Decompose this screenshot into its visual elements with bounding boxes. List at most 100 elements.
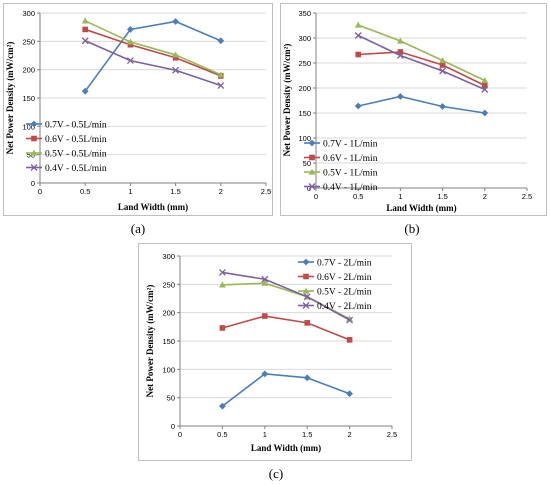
xtick-label-b-1: 0.5 (353, 192, 363, 201)
data-point-a-2-0 (81, 17, 89, 24)
xtick-label-c-5: 2.5 (387, 430, 397, 439)
legend-label-c-3: 0.4V - 2L/min (317, 302, 372, 312)
legend-marker-c-0 (302, 258, 310, 266)
ytick-label-b-1: 50 (303, 159, 311, 168)
legend-marker-c-1 (303, 273, 309, 280)
ytick-label-b-4: 200 (298, 84, 311, 93)
series-b-1 (355, 49, 488, 89)
data-point-b-0-1 (397, 93, 404, 100)
legend-marker-b-0 (308, 139, 316, 147)
ytick-label-c-5: 250 (162, 280, 175, 289)
legend-marker-a-2 (30, 149, 38, 156)
data-point-c-2-0 (219, 281, 226, 288)
ytick-label-c-1: 50 (167, 394, 175, 403)
xtick-label-b-5: 2.5 (522, 192, 532, 201)
x-axis-title-a: Land Width (mm) (118, 202, 188, 212)
xtick-label-a-2: 1 (128, 187, 132, 196)
data-point-b-3-0 (354, 32, 362, 39)
chart-frame-c (138, 243, 412, 461)
data-point-a-2-3 (217, 71, 225, 78)
ytick-label-b-5: 250 (298, 59, 311, 68)
ytick-label-c-6: 300 (162, 252, 175, 261)
x-axis-title-b: Land Width (mm) (386, 203, 456, 213)
series-b-3 (354, 32, 489, 93)
ytick-label-c-3: 150 (162, 337, 175, 346)
data-point-b-2-1 (397, 37, 404, 44)
data-point-b-1-2 (439, 62, 446, 68)
xtick-label-b-4: 2 (483, 192, 487, 201)
xtick-label-b-3: 1.5 (437, 192, 447, 201)
series-line-a-2 (84, 20, 222, 76)
ytick-label-a-0: 0 (31, 179, 35, 188)
legend-label-a-2: 0.5V - 0.5L/min (45, 150, 107, 160)
y-axis-title-a: Net Power Density (mW/cm²) (5, 42, 15, 155)
x-axis-title-c: Land Width (mm) (251, 443, 321, 453)
data-point-b-3-2 (439, 67, 447, 75)
chart-frame-a (3, 3, 273, 216)
series-a-3 (81, 37, 225, 89)
data-point-c-3-0 (218, 268, 226, 276)
data-point-c-3-1 (261, 275, 269, 283)
xtick-label-a-4: 2 (219, 187, 223, 196)
ytick-label-a-4: 200 (22, 66, 35, 75)
series-line-a-3 (84, 40, 222, 87)
data-point-a-2-1 (127, 38, 134, 45)
xtick-label-c-2: 1 (263, 430, 267, 439)
data-point-a-0-2 (172, 18, 179, 25)
series-a-0 (81, 18, 225, 95)
legend-label-b-3: 0.4V - 1L/min (323, 183, 378, 193)
xtick-label-a-3: 1.5 (170, 187, 180, 196)
data-point-b-2-0 (354, 21, 362, 28)
xtick-label-a-1: 0.5 (80, 187, 90, 196)
series-line-b-1 (358, 51, 486, 87)
xtick-label-a-0: 0 (38, 187, 42, 196)
xtick-label-c-3: 1.5 (302, 430, 312, 439)
legend-marker-a-0 (30, 120, 38, 128)
legend-label-b-2: 0.5V - 1L/min (323, 169, 378, 179)
legend-marker-a-3 (30, 164, 38, 171)
legend-label-b-0: 0.7V - 1L/min (323, 140, 378, 150)
legend-marker-c-2 (302, 287, 310, 294)
data-point-c-3-3 (346, 316, 354, 324)
ytick-label-b-3: 150 (298, 109, 311, 118)
series-c-3 (218, 268, 354, 324)
series-c-2 (219, 279, 353, 322)
ytick-label-a-5: 250 (22, 37, 35, 46)
data-point-c-1-1 (262, 313, 268, 319)
legend-label-c-2: 0.5V - 2L/min (317, 288, 372, 298)
data-point-a-0-0 (81, 87, 89, 95)
data-point-c-0-3 (346, 390, 353, 398)
ytick-label-a-2: 100 (22, 122, 35, 131)
ytick-label-c-4: 200 (162, 309, 175, 318)
data-point-c-1-0 (219, 325, 226, 331)
y-axis-title-b: Net Power Density (mW/cm²) (282, 44, 292, 157)
series-c-0 (219, 370, 353, 410)
series-line-b-2 (357, 24, 486, 82)
data-point-a-3-3 (217, 82, 225, 89)
ytick-label-a-6: 300 (22, 9, 35, 18)
ytick-label-b-0: 0 (307, 184, 311, 193)
data-point-c-0-2 (303, 374, 311, 382)
data-point-a-1-0 (82, 26, 88, 33)
legend-label-a-0: 0.7V - 0.5L/min (45, 121, 107, 131)
data-point-b-0-3 (481, 109, 489, 117)
series-line-c-1 (222, 315, 350, 341)
data-point-c-0-0 (219, 402, 226, 410)
series-line-b-0 (358, 95, 485, 114)
data-point-a-0-1 (127, 26, 134, 33)
data-point-a-3-2 (172, 66, 180, 74)
legend-label-a-1: 0.6V - 0.5L/min (45, 135, 107, 145)
y-axis-title-c: Net Power Density (mW/cm²) (145, 285, 155, 398)
legend-label-a-3: 0.4V - 0.5L/min (45, 164, 107, 174)
series-line-a-0 (84, 20, 222, 92)
series-line-c-0 (221, 373, 350, 407)
data-point-b-1-1 (397, 49, 404, 55)
data-point-c-1-3 (346, 337, 353, 343)
series-line-a-1 (84, 28, 222, 77)
legend-marker-b-1 (309, 154, 315, 161)
data-point-b-2-2 (439, 57, 446, 64)
data-point-a-1-2 (172, 54, 179, 61)
